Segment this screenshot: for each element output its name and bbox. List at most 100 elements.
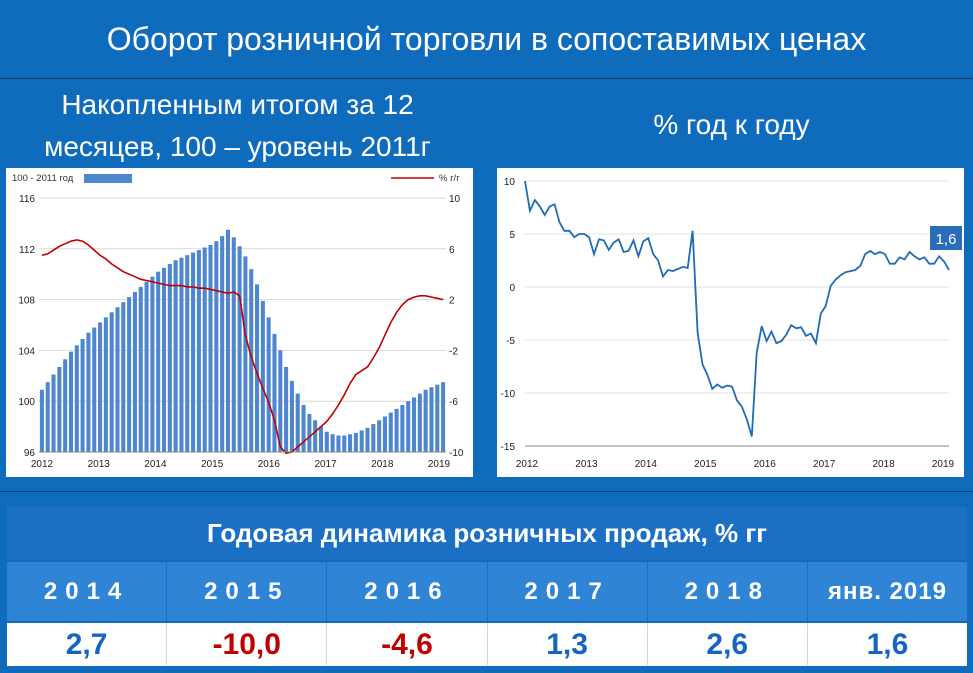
x-tick: 2017 <box>813 459 836 470</box>
bar <box>342 435 347 452</box>
y-tick-left: 96 <box>24 448 36 459</box>
bar <box>150 276 155 452</box>
table-header-cell: 2015 <box>167 562 328 621</box>
bar <box>441 382 446 452</box>
x-tick: 2013 <box>88 459 111 470</box>
bar <box>144 281 149 452</box>
bar <box>394 408 399 452</box>
table-header-cell: янв. 2019 <box>827 578 947 605</box>
right-chart-panel: 10 5 0 -5 -10 -15 2012 2013 2014 2015 2016 2017 2018… <box>497 168 964 477</box>
bar <box>307 413 312 452</box>
y-tick-right: -2 <box>449 346 458 357</box>
y-tick: -10 <box>501 389 516 400</box>
bar <box>295 393 300 452</box>
y-tick-left: 108 <box>18 296 35 307</box>
bar <box>68 351 74 452</box>
table-title: Годовая динамика розничных продаж, % гг <box>7 507 967 560</box>
y-tick: 10 <box>504 177 516 188</box>
divider-bottom <box>0 491 973 492</box>
y-tick-left: 104 <box>18 346 35 357</box>
bar <box>86 332 91 452</box>
bar <box>243 256 248 452</box>
bar <box>196 250 201 452</box>
left-chart-panel: 116 10 112 6 108 2 104 -2 100 -6 96 -10 2012 2013 2014… <box>6 168 473 477</box>
bar <box>121 302 126 452</box>
bar <box>400 405 405 452</box>
page-title: Оборот розничной торговли в сопоставимых… <box>106 21 867 57</box>
right-chart-subtitle: % год к году <box>653 109 810 140</box>
bar <box>272 333 277 452</box>
last-value-badge <box>930 226 962 250</box>
bar <box>225 229 230 452</box>
left-chart-legend: 100 - 2011 год % г/г <box>12 173 460 184</box>
bar <box>103 317 108 452</box>
table-value-cell: 2,7 <box>7 623 168 666</box>
bar <box>214 241 219 452</box>
bar <box>109 312 114 452</box>
table-header-cell: 2016 <box>327 562 488 621</box>
divider-top <box>0 78 973 79</box>
y-tick-right: 2 <box>449 296 455 307</box>
table-header-cell: 2018 <box>648 562 808 621</box>
right-chart-line <box>524 180 950 437</box>
bar <box>231 237 236 452</box>
y-tick: 0 <box>509 283 515 294</box>
bar <box>127 297 132 452</box>
bar <box>132 291 137 452</box>
bar <box>348 434 353 452</box>
bar <box>220 236 225 452</box>
x-tick: 2019 <box>428 459 451 470</box>
left-subtitle-line1: Накопленным итогом за 12 <box>61 89 414 120</box>
x-tick: 2012 <box>516 459 539 470</box>
bar <box>382 416 387 452</box>
bar <box>39 389 44 452</box>
left-subtitle-line2: месяцев, 100 – уровень 2011г <box>44 131 431 162</box>
table-value-cell: 1,3 <box>488 623 648 666</box>
bar <box>173 260 178 452</box>
left-chart-axes: 116 10 112 6 108 2 104 -2 100 -6 96 -10 2012 2013 2014… <box>18 194 464 470</box>
bar <box>161 267 167 452</box>
y-tick-left: 100 <box>18 397 35 408</box>
x-tick: 2016 <box>258 459 281 470</box>
annual-dynamics-table: Годовая динамика розничных продаж, % гг … <box>7 507 967 666</box>
x-tick: 2013 <box>575 459 598 470</box>
legend-line-label: % г/г <box>439 173 460 184</box>
bar <box>249 269 254 452</box>
bar <box>185 255 190 452</box>
bar <box>45 382 50 452</box>
x-tick: 2012 <box>31 459 54 470</box>
x-tick: 2016 <box>754 459 777 470</box>
x-tick: 2015 <box>694 459 717 470</box>
x-tick: 2019 <box>932 459 955 470</box>
bar <box>51 374 56 452</box>
bar <box>57 366 62 452</box>
y-tick-right: 10 <box>449 194 461 205</box>
y-tick: -5 <box>506 336 515 347</box>
bar <box>435 384 440 452</box>
y-tick-left: 112 <box>19 245 35 256</box>
bar <box>255 284 260 452</box>
y-tick-right: -6 <box>449 397 458 408</box>
bar <box>138 286 143 452</box>
bar <box>377 420 382 452</box>
y-tick: -15 <box>501 442 516 453</box>
y-tick-right: -10 <box>449 448 464 459</box>
yoy-line <box>41 239 444 455</box>
table-header-cell: 2014 <box>7 562 168 621</box>
bar <box>260 300 265 452</box>
bar <box>324 431 329 452</box>
bar <box>237 246 242 452</box>
x-tick: 2014 <box>144 459 167 470</box>
bar <box>156 271 161 452</box>
bar <box>167 264 172 452</box>
right-chart-grid <box>525 180 949 447</box>
table-value-cell: 1,6 <box>866 628 909 661</box>
bar <box>330 434 335 452</box>
last-value-label: 1,6 <box>936 231 957 248</box>
table-value-cell: -10,0 <box>167 623 328 666</box>
bar <box>278 350 283 452</box>
bar <box>179 257 184 452</box>
legend-bars-label: 100 - 2011 год <box>12 173 74 184</box>
